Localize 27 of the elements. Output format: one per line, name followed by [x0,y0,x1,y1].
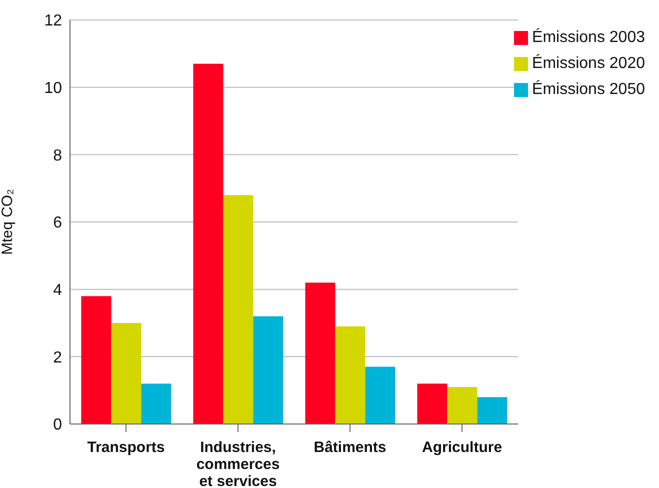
bar [365,366,396,424]
y-axis-title: Mteq CO₂ [0,188,16,255]
legend-label: Émissions 2050 [532,81,645,98]
y-tick-label: 8 [53,147,62,164]
bar [335,326,366,424]
bar [417,384,448,424]
y-tick-label: 4 [53,282,62,300]
bar [193,64,224,424]
y-tick-label: 0 [53,416,62,434]
bar [141,384,172,424]
bar [477,397,508,424]
x-tick-label: Transports [87,439,165,456]
y-tick-label: 10 [44,80,62,98]
x-tick-label: Bâtiments [314,439,386,456]
y-tick-label: 6 [53,214,62,232]
bar [81,296,112,424]
y-tick-label: 2 [53,349,62,366]
bar [447,386,478,424]
bar [223,195,254,424]
bar [111,323,142,424]
bar [253,316,284,424]
legend-label: Émissions 2003 [532,29,645,46]
legend-label: Émissions 2020 [532,55,645,72]
bar [305,282,336,424]
x-tick-label: Agriculture [422,439,502,456]
y-tick-label: 12 [44,12,62,30]
x-tick-label: Industries, commerces et services [196,439,280,488]
